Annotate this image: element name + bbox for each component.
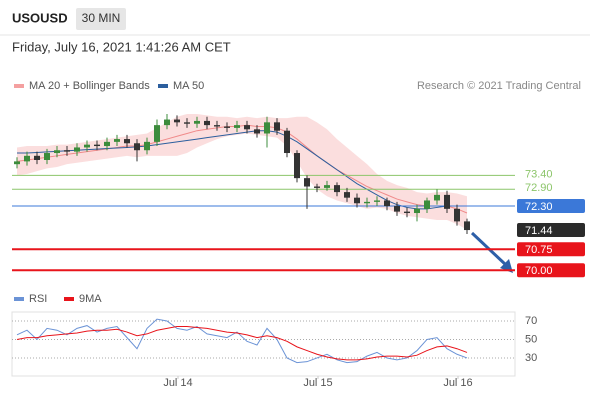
candle-body <box>44 153 50 160</box>
candle-body <box>434 194 440 201</box>
candle-body <box>374 200 380 202</box>
rsi-frame <box>11 311 516 377</box>
level-label: 73.40 <box>525 168 553 180</box>
candle-body <box>74 147 80 152</box>
candle-body <box>224 126 230 128</box>
source: Research © 2021 Trading Central <box>417 80 581 92</box>
candle-body <box>344 192 350 198</box>
candle-body <box>354 197 360 204</box>
legend-entry: 9MA <box>79 293 102 305</box>
candle-body <box>264 122 270 134</box>
interval-label[interactable]: 30 MIN <box>82 11 121 25</box>
candle-body <box>394 206 400 212</box>
legend-entry: MA 50 <box>173 80 204 92</box>
rsi-line <box>16 326 468 361</box>
candle-body <box>154 125 160 142</box>
symbol: USOUSD <box>12 10 68 25</box>
candle-body <box>444 194 450 209</box>
y-tick-label: 70 <box>525 315 537 327</box>
candle-body <box>274 122 280 131</box>
candle-body <box>184 122 190 124</box>
x-tick-label: Jul 14 <box>163 377 192 389</box>
y-tick-label: 50 <box>525 333 537 345</box>
level-box <box>517 263 585 278</box>
candle-body <box>384 200 390 207</box>
candle-body <box>54 150 60 154</box>
candle-body <box>64 150 70 152</box>
candle-body <box>364 201 370 204</box>
candle-body <box>164 119 170 126</box>
candle-body <box>244 125 250 130</box>
candle-body <box>144 141 150 151</box>
candle-body <box>404 211 410 214</box>
ma50-line <box>17 130 467 210</box>
candle-body <box>324 185 330 188</box>
candle-body <box>284 130 290 154</box>
rsi-line <box>16 318 468 364</box>
legend-entry: MA 20 + Bollinger Bands <box>29 80 150 92</box>
candle-body <box>84 144 90 148</box>
level-label: 72.30 <box>525 201 553 213</box>
candle-body <box>334 185 340 193</box>
x-tick-label: Jul 15 <box>303 377 332 389</box>
candle-body <box>414 208 420 214</box>
bollinger-band <box>17 113 467 230</box>
candle-body <box>304 178 310 187</box>
candle-body <box>234 125 240 128</box>
candle-body <box>254 129 260 134</box>
interval-button[interactable] <box>76 8 126 30</box>
level-label: 72.90 <box>525 182 553 194</box>
legend-entry: RSI <box>29 293 47 305</box>
candle-body <box>134 143 140 151</box>
candle-body <box>114 139 120 142</box>
y-tick-label: 30 <box>525 352 537 364</box>
level-box <box>517 242 585 257</box>
candle-body <box>174 119 180 123</box>
ma20-line <box>16 124 468 214</box>
candle-body <box>454 208 460 222</box>
level-box <box>517 199 585 214</box>
candle-body <box>464 221 470 231</box>
level-box <box>517 223 585 238</box>
level-label: 71.44 <box>525 225 553 237</box>
level-label: 70.75 <box>525 244 553 256</box>
candle-body <box>294 153 300 179</box>
candle-body <box>314 186 320 188</box>
candle-body <box>124 139 130 144</box>
candle-body <box>14 161 20 165</box>
candle-body <box>214 125 220 127</box>
candle-body <box>194 120 200 124</box>
candle-body <box>104 141 110 147</box>
level-label: 70.00 <box>525 265 553 277</box>
candle-body <box>94 144 100 147</box>
timestamp: Friday, July 16, 2021 1:41:26 AM CET <box>12 39 231 54</box>
x-tick-label: Jul 16 <box>443 377 472 389</box>
candle-body <box>424 200 430 209</box>
candle-body <box>34 155 40 160</box>
candle-body <box>204 120 210 126</box>
candle-body <box>24 155 30 162</box>
